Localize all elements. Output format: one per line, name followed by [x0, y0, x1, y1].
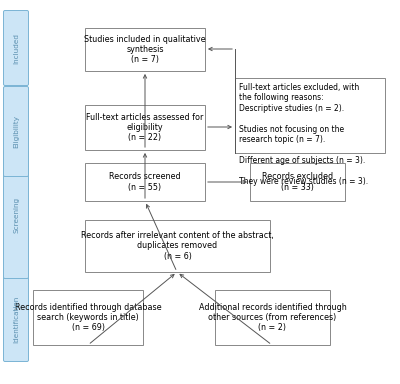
Text: Included: Included: [13, 33, 19, 63]
Text: Identification: Identification: [13, 295, 19, 343]
Text: Records identified through database
search (keywords in title)
(n = 69): Records identified through database sear…: [15, 303, 161, 333]
Text: Records after irrelevant content of the abstract,
duplicates removed
(n = 6): Records after irrelevant content of the …: [81, 231, 274, 261]
Bar: [250, 163, 345, 201]
Text: Screening: Screening: [13, 197, 19, 233]
Text: Full-text articles assessed for
eligibility
(n = 22): Full-text articles assessed for eligibil…: [86, 113, 204, 142]
Bar: [235, 78, 385, 153]
Bar: [215, 290, 330, 345]
FancyBboxPatch shape: [4, 276, 28, 361]
Text: Records excluded
(n = 33): Records excluded (n = 33): [262, 172, 333, 192]
Bar: [85, 163, 205, 201]
Bar: [33, 290, 143, 345]
FancyBboxPatch shape: [4, 151, 28, 278]
Bar: [85, 105, 205, 150]
FancyBboxPatch shape: [4, 10, 28, 86]
Text: Full-text articles excluded, with
the following reasons:
Descriptive studies (n : Full-text articles excluded, with the fo…: [239, 83, 368, 185]
Text: Records screened
(n = 55): Records screened (n = 55): [109, 172, 181, 192]
FancyBboxPatch shape: [4, 86, 28, 177]
Bar: [85, 220, 270, 272]
Text: Additional records identified through
other sources (from references)
(n = 2): Additional records identified through ot…: [199, 303, 346, 333]
Text: Studies included in qualitative
synthesis
(n = 7): Studies included in qualitative synthesi…: [84, 35, 206, 65]
Text: Eligibility: Eligibility: [13, 115, 19, 148]
Bar: [85, 28, 205, 71]
